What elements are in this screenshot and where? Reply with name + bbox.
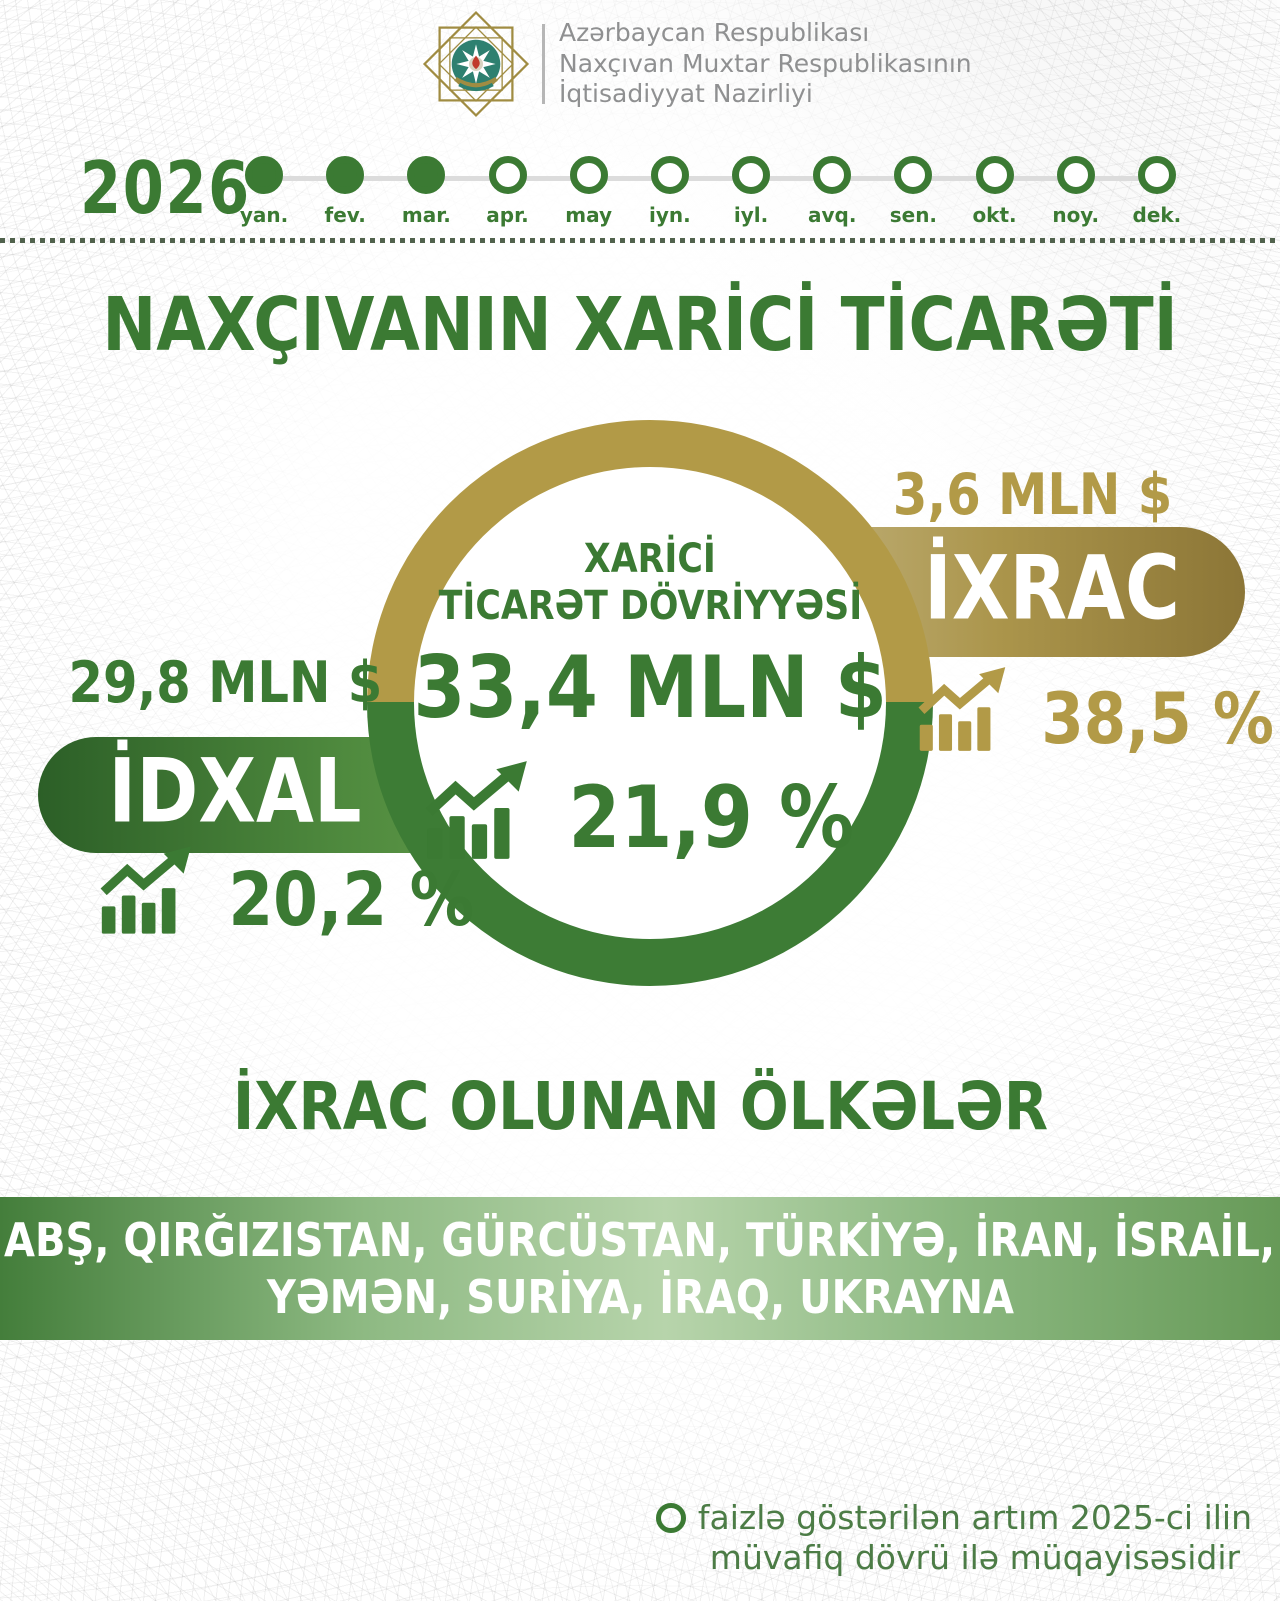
month-dot-empty	[650, 156, 689, 194]
import-growth-value: 20,2 %	[228, 856, 475, 943]
month-label: noy.	[1052, 203, 1100, 227]
timeline-month-avq: avq.	[796, 156, 868, 227]
growth-chart-icon	[100, 846, 191, 934]
month-label: mar.	[401, 203, 451, 227]
logo-divider	[542, 24, 545, 104]
countries-title: İXRAC OLUNAN ÖLKƏLƏR	[0, 1068, 1280, 1145]
month-dot-filled	[407, 156, 446, 194]
timeline-month-sen: sen.	[877, 156, 949, 227]
timeline-month-yan: yan.	[228, 156, 300, 227]
countries-line-2: YƏMƏN, SURİYA, İRAQ, UKRAYNA	[266, 1269, 1014, 1324]
month-label: fev.	[324, 203, 366, 227]
month-dot-empty	[813, 156, 852, 194]
month-dot-empty	[1137, 156, 1176, 194]
page-title: NAXÇIVANIN XARİCİ TİCARƏTİ	[0, 282, 1280, 368]
month-label: yan.	[239, 203, 289, 227]
turnover-value: 33,4 MLN $	[367, 638, 933, 738]
month-dot-empty	[488, 156, 527, 194]
turnover-label-line1: XARİCİ	[584, 536, 716, 582]
organization-name: Azərbaycan Respublikası Naxçıvan Muxtar …	[559, 18, 972, 110]
ministry-emblem-icon	[422, 10, 530, 118]
month-label: may	[565, 203, 613, 227]
timeline-month-mar: mar.	[390, 156, 462, 227]
month-dot-empty	[569, 156, 608, 194]
month-dot-filled	[326, 156, 365, 194]
month-dot-empty	[1056, 156, 1095, 194]
timeline-year: 2026	[80, 146, 251, 230]
timeline-month-may: may	[553, 156, 625, 227]
month-dot-filled	[245, 156, 283, 194]
org-line-3: İqtisadiyyat Nazirliyi	[559, 79, 813, 109]
export-value-text: 3,6 MLN $	[892, 462, 1173, 528]
timeline-month-apr: apr.	[472, 156, 544, 227]
countries-band: ABŞ, QIRĞIZISTAN, GÜRCÜSTAN, TÜRKİYƏ, İR…	[0, 1197, 1280, 1340]
footnote: faizlə göstərilən artım 2025-ci ilin müv…	[655, 1498, 1252, 1579]
import-label: İDXAL	[108, 739, 362, 843]
export-growth-value: 38,5 %	[1041, 677, 1274, 760]
footnote-line-2: müvafiq dövrü ilə müqayisəsidir	[709, 1538, 1241, 1578]
month-dot-empty	[975, 156, 1014, 194]
export-label: İXRAC	[924, 536, 1180, 640]
month-label: apr.	[486, 203, 529, 227]
month-dot-empty	[732, 156, 771, 194]
page-title-text: NAXÇIVANIN XARİCİ TİCARƏTİ	[102, 282, 1178, 368]
turnover-value-text: 33,4 MLN $	[413, 638, 887, 738]
export-growth: 38,5 %	[918, 666, 1280, 760]
month-label: okt.	[972, 203, 1017, 227]
growth-chart-icon	[918, 667, 1006, 751]
circle-legend-icon	[655, 1503, 686, 1533]
turnover-growth-value: 21,9 %	[568, 768, 854, 869]
timeline-month-okt: okt.	[959, 156, 1031, 227]
timeline-month-dek: dek.	[1121, 156, 1193, 227]
turnover-label-line2: TİCARƏT DÖVRİYYƏSİ	[438, 583, 862, 630]
export-value: 3,6 MLN $	[872, 462, 1192, 528]
month-label: avq.	[807, 203, 857, 227]
turnover-label: XARİCİ TİCARƏT DÖVRİYYƏSİ	[367, 536, 933, 630]
header: Azərbaycan Respublikası Naxçıvan Muxtar …	[420, 8, 972, 120]
timeline-month-iyn: iyn.	[634, 156, 706, 227]
footnote-line-1: faizlə göstərilən artım 2025-ci ilin	[697, 1498, 1252, 1537]
import-value-text: 29,8 MLN $	[68, 650, 383, 716]
org-line-2: Naxçıvan Muxtar Respublikasının	[559, 48, 972, 78]
timeline-month-noy: noy.	[1040, 156, 1112, 227]
month-label: dek.	[1132, 203, 1182, 227]
countries-line-1: ABŞ, QIRĞIZISTAN, GÜRCÜSTAN, TÜRKİYƏ, İR…	[4, 1212, 1276, 1267]
org-line-1: Azərbaycan Respublikası	[559, 18, 870, 48]
timeline-months: yan. fev. mar. apr. may iyn. iyl. avq. sen. okt. n…	[228, 156, 1193, 227]
month-label: iyl.	[733, 203, 769, 227]
countries-title-text: İXRAC OLUNAN ÖLKƏLƏR	[232, 1068, 1048, 1145]
month-dot-empty	[894, 156, 933, 194]
import-value: 29,8 MLN $	[45, 650, 395, 716]
dotted-divider	[0, 238, 1280, 243]
timeline-month-fev: fev.	[309, 156, 381, 227]
import-growth: 20,2 %	[100, 845, 493, 943]
month-label: iyn.	[648, 203, 691, 227]
timeline-month-iyl: iyl.	[715, 156, 787, 227]
month-label: sen.	[889, 203, 938, 227]
footnote-text: faizlə göstərilən artım 2025-ci ilin müv…	[698, 1498, 1252, 1579]
